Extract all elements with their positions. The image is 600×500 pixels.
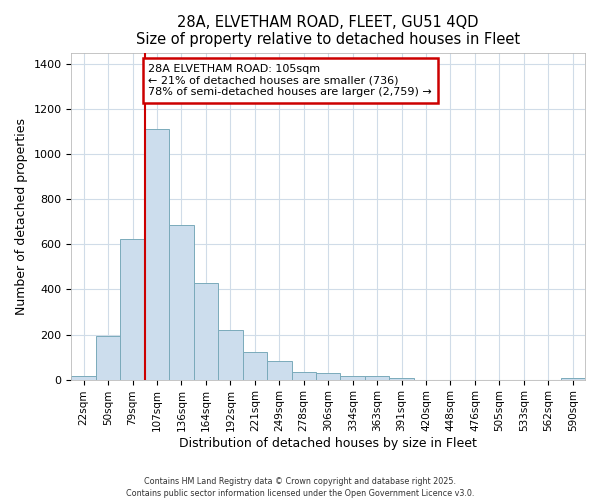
- Bar: [96, 336, 121, 380]
- Bar: [121, 238, 145, 380]
- Y-axis label: Number of detached properties: Number of detached properties: [15, 118, 28, 314]
- Text: Contains HM Land Registry data © Crown copyright and database right 2025.
Contai: Contains HM Land Registry data © Crown c…: [126, 476, 474, 498]
- Bar: [218, 330, 242, 380]
- Bar: [560, 378, 585, 380]
- Bar: [71, 376, 96, 380]
- Bar: [145, 128, 169, 380]
- Bar: [316, 374, 340, 380]
- Bar: [194, 282, 218, 380]
- Bar: [242, 352, 267, 380]
- Title: 28A, ELVETHAM ROAD, FLEET, GU51 4QD
Size of property relative to detached houses: 28A, ELVETHAM ROAD, FLEET, GU51 4QD Size…: [136, 15, 520, 48]
- Bar: [340, 376, 365, 380]
- Bar: [389, 378, 414, 380]
- Bar: [169, 224, 194, 380]
- X-axis label: Distribution of detached houses by size in Fleet: Distribution of detached houses by size …: [179, 437, 477, 450]
- Bar: [365, 376, 389, 380]
- Bar: [292, 372, 316, 380]
- Bar: [267, 361, 292, 380]
- Text: 28A ELVETHAM ROAD: 105sqm
← 21% of detached houses are smaller (736)
78% of semi: 28A ELVETHAM ROAD: 105sqm ← 21% of detac…: [148, 64, 432, 97]
